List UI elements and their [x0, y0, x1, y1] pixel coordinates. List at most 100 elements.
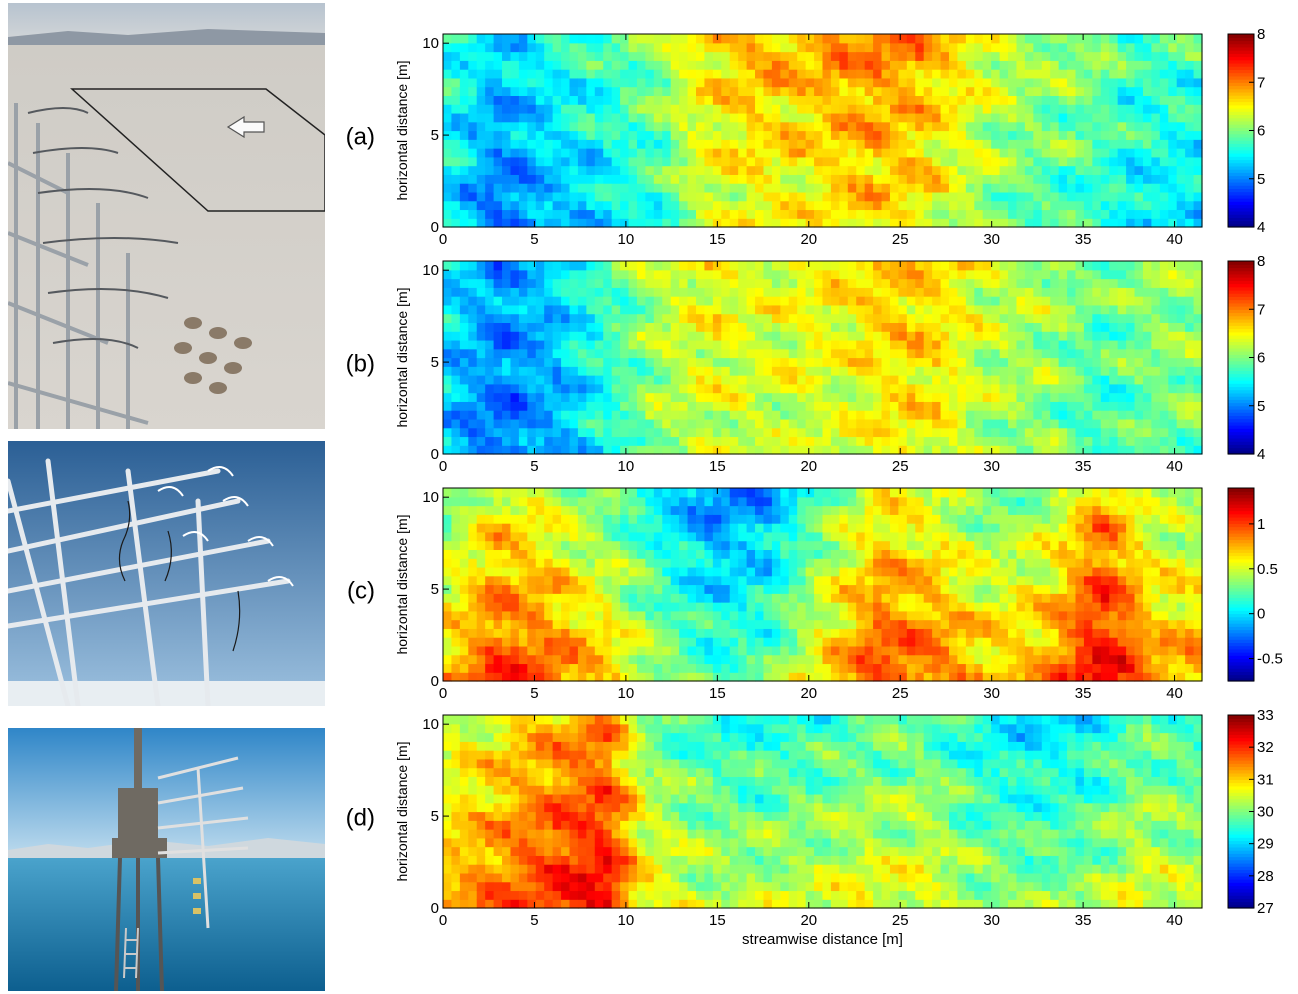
heatmap-cell — [873, 418, 883, 429]
heatmap-cell — [814, 165, 824, 175]
heatmap-cell — [577, 183, 587, 193]
heatmap-cell — [1168, 200, 1178, 211]
heatmap-cell — [493, 645, 503, 656]
heatmap-cell — [738, 183, 748, 193]
heatmap-cell — [721, 139, 731, 149]
heatmap-cell — [771, 148, 781, 158]
heatmap-cell — [755, 366, 765, 376]
heatmap-cell — [999, 130, 1009, 140]
heatmap-cell — [679, 637, 689, 647]
heatmap-cell — [738, 637, 748, 647]
heatmap-cell — [839, 51, 849, 61]
heatmap-cell — [830, 357, 840, 367]
heatmap-cell — [594, 130, 604, 140]
heatmap-cell — [932, 331, 942, 341]
heatmap-cell — [729, 174, 739, 184]
heatmap-cell — [653, 174, 663, 184]
heatmap-cell — [940, 427, 950, 438]
heatmap-cell — [729, 645, 739, 656]
heatmap-cell — [569, 34, 579, 44]
heatmap-cell — [1024, 304, 1034, 315]
heatmap-cell — [1109, 209, 1119, 219]
heatmap-cell — [662, 139, 672, 149]
heatmap-cell — [502, 540, 512, 551]
heatmap-cell — [1033, 427, 1043, 438]
heatmap-cell — [611, 602, 621, 612]
heatmap-cell — [670, 549, 680, 559]
heatmap-cell — [1092, 313, 1102, 324]
heatmap-cell — [881, 401, 891, 411]
heatmap-cell — [999, 174, 1009, 184]
heatmap-cell — [932, 130, 942, 140]
heatmap-cell — [645, 174, 655, 184]
heatmap-cell — [687, 86, 697, 97]
heatmap-cell — [1159, 383, 1169, 394]
heatmap-cell — [577, 304, 587, 315]
heatmap-cell — [594, 445, 604, 455]
heatmap-cell — [830, 392, 840, 402]
heatmap-cell — [949, 313, 959, 324]
heatmap-cell — [1100, 296, 1110, 306]
heatmap-cell — [1193, 331, 1203, 341]
heatmap-cell — [636, 95, 646, 105]
heatmap-cell — [805, 121, 815, 132]
heatmap-cell — [721, 209, 731, 219]
heatmap-cell — [957, 42, 967, 53]
heatmap-cell — [797, 86, 807, 97]
heatmap-cell — [940, 296, 950, 306]
heatmap-cell — [1033, 77, 1043, 88]
heatmap-cell — [721, 375, 731, 385]
heatmap-cell — [906, 139, 916, 149]
heatmap-cell — [780, 86, 790, 97]
heatmap-cell — [940, 331, 950, 341]
heatmap-cell — [949, 60, 959, 70]
heatmap-cell — [687, 304, 697, 315]
heatmap-cell — [451, 401, 461, 411]
heatmap-cell — [721, 34, 731, 44]
heatmap-cell — [881, 60, 891, 70]
heatmap-cell — [881, 296, 891, 306]
heatmap-cell — [510, 42, 520, 53]
heatmap-cell — [1109, 69, 1119, 79]
heatmap-cell — [780, 156, 790, 167]
heatmap-cell — [510, 339, 520, 350]
heatmap-cell — [1159, 42, 1169, 53]
heatmap-cell — [1033, 304, 1043, 315]
heatmap-cell — [1050, 69, 1060, 79]
heatmap-cell — [451, 42, 461, 53]
heatmap-cell — [510, 654, 520, 665]
heatmap-cell — [1109, 287, 1119, 297]
heatmap-cell — [603, 121, 613, 132]
heatmap-cell — [670, 139, 680, 149]
heatmap-cell — [1151, 339, 1161, 350]
heatmap-cell — [577, 540, 587, 551]
heatmap-cell — [628, 313, 638, 324]
heatmap-cell — [856, 287, 866, 297]
heatmap-cell — [704, 505, 714, 515]
heatmap-cell — [1033, 383, 1043, 394]
heatmap-cell — [999, 278, 1009, 288]
heatmap-cell — [721, 540, 731, 551]
heatmap-cell — [814, 209, 824, 219]
heatmap-cell — [636, 269, 646, 280]
heatmap-cell — [771, 104, 781, 114]
heatmap-cell — [485, 593, 495, 603]
heatmap-cell — [797, 218, 807, 228]
heatmap-cell — [780, 121, 790, 132]
heatmap-cell — [552, 191, 562, 202]
heatmap-cell — [459, 77, 469, 88]
heatmap-cell — [1134, 366, 1144, 376]
heatmap-cell — [696, 357, 706, 367]
heatmap-cell — [594, 357, 604, 367]
heatmap-cell — [527, 191, 537, 202]
heatmap-cell — [822, 383, 832, 394]
heatmap-cell — [670, 619, 680, 629]
heatmap-cell — [940, 77, 950, 88]
heatmap-cell — [696, 427, 706, 438]
heatmap-cell — [1041, 410, 1051, 420]
heatmap-cell — [1134, 69, 1144, 79]
heatmap-cell — [679, 496, 689, 507]
heatmap-cell — [1058, 86, 1068, 97]
heatmap-cell — [510, 183, 520, 193]
heatmap-cell — [586, 418, 596, 429]
